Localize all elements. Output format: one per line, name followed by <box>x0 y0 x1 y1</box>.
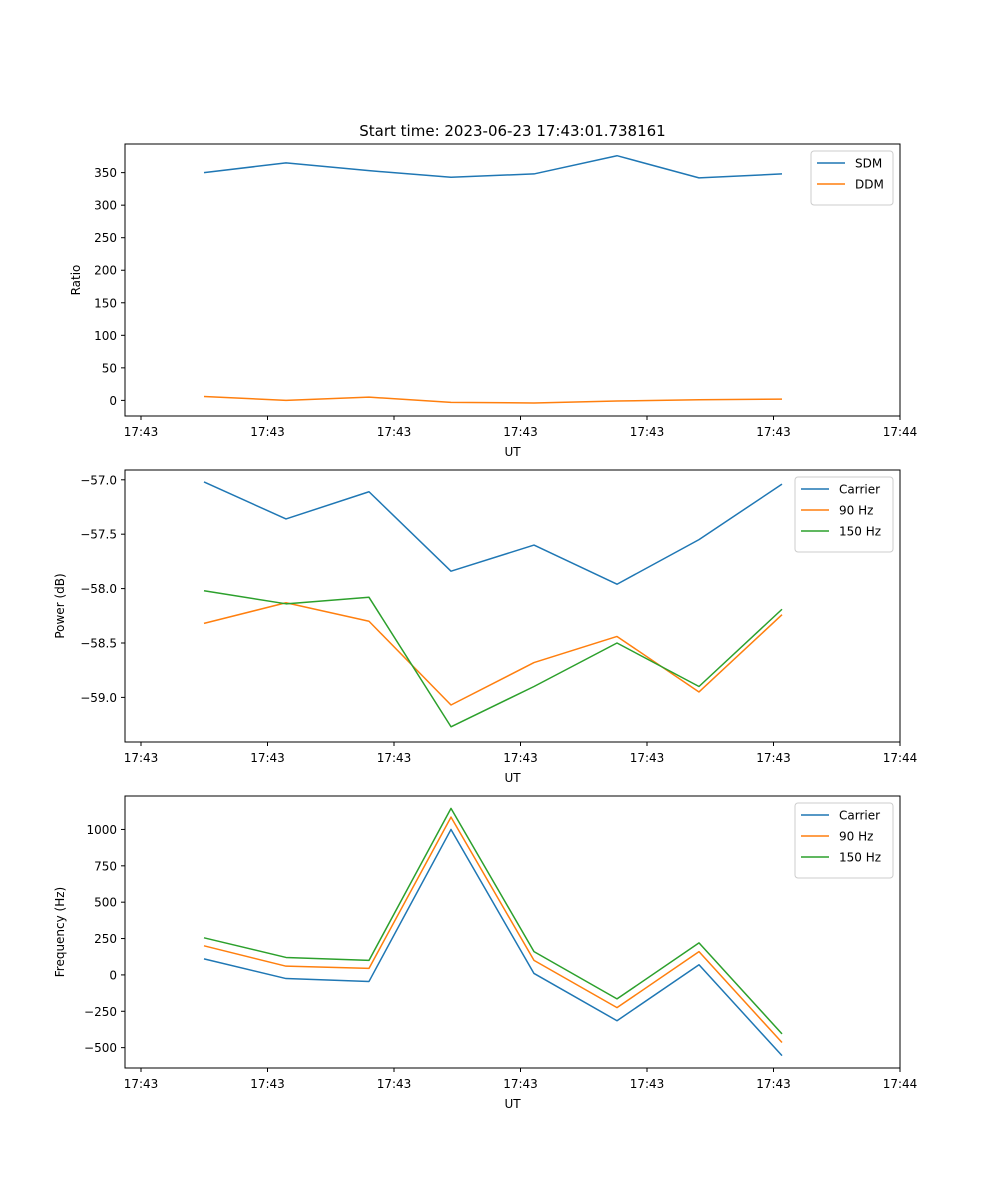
x-tick-label: 17:43 <box>503 1077 538 1091</box>
y-tick-label: −58.5 <box>80 636 117 650</box>
y-tick-label: 350 <box>94 166 117 180</box>
x-tick-label: 17:43 <box>377 1077 412 1091</box>
legend: Carrier 90 Hz 150 Hz <box>794 476 894 553</box>
y-tick-label: −500 <box>84 1041 117 1055</box>
y-tick-label: 1000 <box>86 823 117 837</box>
y-tick-label: 100 <box>94 329 117 343</box>
series-line-90-hz <box>203 816 783 1044</box>
x-tick-label: 17:43 <box>377 751 412 765</box>
legend-label: DDM <box>855 178 884 192</box>
series-line-carrier <box>203 828 783 1057</box>
axes-frame <box>124 469 901 743</box>
legend-label: 150 Hz <box>839 851 881 865</box>
y-tick-label: 200 <box>94 264 117 278</box>
x-axis-label: UT <box>504 1097 521 1111</box>
legend-box <box>794 802 894 879</box>
legend-box <box>810 150 894 206</box>
chart-panel-2: 17:43 17:43 17:43 17:43 17:43 17:43 17:44 UT −59… <box>53 469 918 785</box>
legend-box <box>794 476 894 553</box>
x-tick-label: 17:43 <box>756 751 791 765</box>
series-line-ddm <box>203 395 783 404</box>
x-tick-label: 17:43 <box>377 425 412 439</box>
y-tick-label: 250 <box>94 231 117 245</box>
axes-frame <box>124 795 901 1069</box>
y-tick-label: 50 <box>102 361 117 375</box>
legend-label: 90 Hz <box>839 504 873 518</box>
x-tick-label: 17:43 <box>630 1077 665 1091</box>
series-line-90-hz <box>203 601 783 706</box>
x-tick-label: 17:43 <box>630 425 665 439</box>
chart-panel-1: 17:43 17:43 17:43 17:43 17:43 17:43 17:44 UT 0 50… <box>69 143 918 459</box>
x-tick-label: 17:44 <box>883 751 918 765</box>
legend-label: Carrier <box>839 809 880 823</box>
legend: SDM DDM <box>810 150 894 206</box>
x-tick-label: 17:43 <box>756 1077 791 1091</box>
x-tick-label: 17:44 <box>883 425 918 439</box>
x-axis-label: UT <box>504 445 521 459</box>
y-tick-label: 750 <box>94 859 117 873</box>
y-tick-label: 150 <box>94 296 117 310</box>
series-line-150-hz <box>203 590 783 728</box>
x-axis-label: UT <box>504 771 521 785</box>
x-tick-label: 17:43 <box>124 751 159 765</box>
chart-panel-3: 17:43 17:43 17:43 17:43 17:43 17:43 17:44 UT −50… <box>53 795 918 1111</box>
x-tick-label: 17:43 <box>250 751 285 765</box>
series-line-carrier <box>203 481 783 585</box>
y-tick-label: 500 <box>94 896 117 910</box>
x-tick-label: 17:44 <box>883 1077 918 1091</box>
y-tick-label: 300 <box>94 199 117 213</box>
y-tick-label: −59.0 <box>80 691 117 705</box>
legend-label: Carrier <box>839 483 880 497</box>
y-tick-label: −57.0 <box>80 473 117 487</box>
y-axis-label: Power (dB) <box>53 573 67 638</box>
y-tick-label: 0 <box>109 394 117 408</box>
x-tick-label: 17:43 <box>503 751 538 765</box>
x-tick-label: 17:43 <box>250 1077 285 1091</box>
x-tick-label: 17:43 <box>630 751 665 765</box>
y-axis-label: Ratio <box>69 265 83 296</box>
x-tick-label: 17:43 <box>250 425 285 439</box>
series-line-sdm <box>203 154 783 179</box>
y-tick-label: −250 <box>84 1005 117 1019</box>
y-axis-label: Frequency (Hz) <box>53 887 67 978</box>
y-tick-label: −58.0 <box>80 582 117 596</box>
y-tick-label: 250 <box>94 932 117 946</box>
x-tick-label: 17:43 <box>124 425 159 439</box>
legend-label: SDM <box>855 157 882 171</box>
legend-label: 90 Hz <box>839 830 873 844</box>
x-tick-label: 17:43 <box>756 425 791 439</box>
axes-frame <box>124 143 901 417</box>
x-tick-label: 17:43 <box>503 425 538 439</box>
legend: Carrier 90 Hz 150 Hz <box>794 802 894 879</box>
y-tick-label: 0 <box>109 968 117 982</box>
x-tick-label: 17:43 <box>124 1077 159 1091</box>
series-line-150-hz <box>203 807 783 1035</box>
figure-title: Start time: 2023-06-23 17:43:01.738161 <box>359 122 665 140</box>
y-tick-label: −57.5 <box>80 528 117 542</box>
legend-label: 150 Hz <box>839 525 881 539</box>
